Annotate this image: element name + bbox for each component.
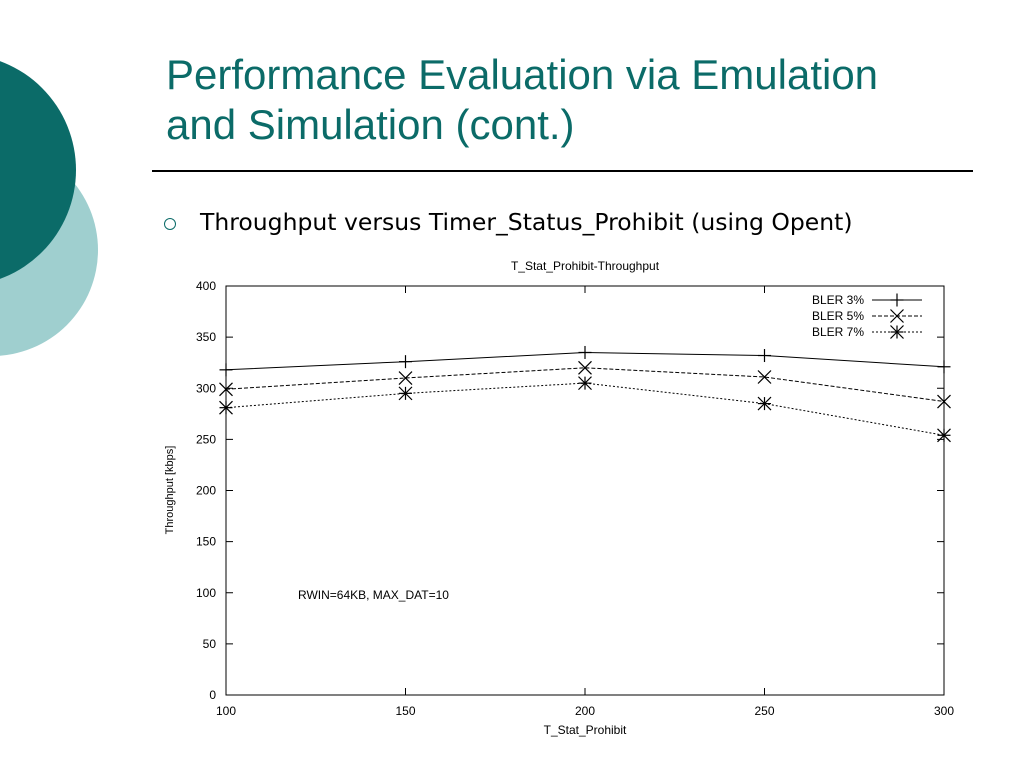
data-point [399,355,412,369]
data-point [219,382,233,397]
series-3 [219,376,951,443]
chart-annotation: RWIN=64KB, MAX_DAT=10 [298,588,449,602]
data-point [937,428,951,443]
y-tick-label: 50 [203,637,217,651]
data-point [398,371,413,385]
legend-label: BLER 5% [812,309,864,323]
x-tick-label: 100 [216,704,236,718]
y-tick-label: 400 [196,279,216,293]
data-point [578,345,592,359]
y-tick-label: 350 [196,330,216,344]
x-tick-label: 150 [395,704,415,718]
legend-label: BLER 7% [812,325,864,339]
legend-marker [890,325,904,339]
bullet-item: Throughput versus Timer_Status_Prohibit … [164,208,853,236]
y-axis: 0 50 100 150 200 250 300 350 400 [196,279,944,702]
y-axis-label: Throughput [kbps] [164,446,176,535]
x-axis: 100 150 200 250 300 [216,286,954,718]
data-point [937,360,951,374]
y-tick-label: 250 [196,432,216,446]
legend-label: BLER 3% [812,293,864,307]
legend-marker [890,293,904,307]
chart-title: T_Stat_Prohibit-Throughput [511,259,660,273]
data-point [578,376,592,391]
y-tick-label: 0 [209,688,216,702]
slide-decoration [0,61,98,356]
bullet-circle-icon [164,217,176,230]
series-line [225,382,945,436]
legend-marker [890,309,904,323]
y-tick-label: 100 [196,586,216,600]
slide-title: Performance Evaluation via Emulation and… [166,50,986,150]
series-layer [219,345,951,443]
data-point [757,370,772,384]
bullet-text: Throughput versus Timer_Status_Prohibit … [200,208,853,236]
data-point [219,363,233,377]
throughput-chart: T_Stat_Prohibit-Throughput 0 50 100 150 200 2… [164,259,954,737]
data-point [937,394,951,409]
x-axis-label: T_Stat_Prohibit [544,723,627,737]
slide-title-line-2: and Simulation (cont.) [166,101,575,148]
y-tick-label: 150 [196,535,216,549]
data-point [219,400,233,415]
x-tick-label: 200 [575,704,595,718]
data-point [757,396,772,411]
data-point [758,349,771,363]
data-point [398,386,413,401]
y-tick-label: 300 [196,381,216,395]
series-1 [219,345,951,377]
data-point [578,360,592,375]
x-tick-label: 250 [754,704,774,718]
x-tick-label: 300 [934,704,954,718]
series-2 [219,360,951,409]
title-divider [152,170,973,172]
decoration-circle-dark [0,61,76,279]
slide-title-line-1: Performance Evaluation via Emulation [166,51,879,98]
y-tick-label: 200 [196,484,216,498]
legend: BLER 3% BLER 5% BLER 7% [812,293,922,339]
